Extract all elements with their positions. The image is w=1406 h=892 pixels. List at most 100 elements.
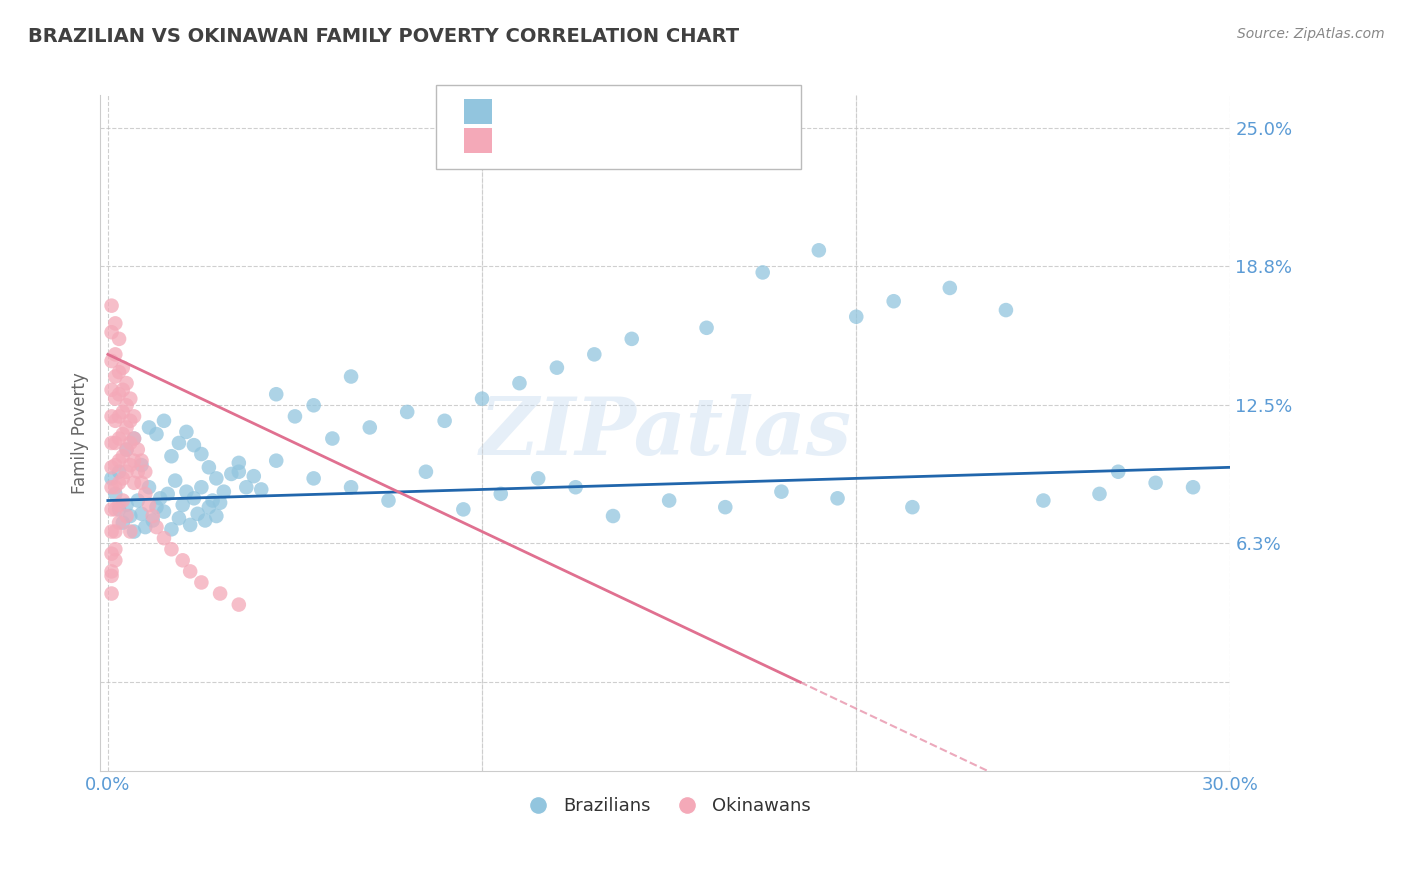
Point	[104, 458, 127, 472]
Point	[104, 436, 127, 450]
Point	[845, 310, 868, 324]
Point	[100, 436, 122, 450]
Point	[131, 453, 153, 467]
Point	[1107, 465, 1129, 479]
Point	[302, 471, 325, 485]
Point	[187, 507, 209, 521]
Point	[122, 524, 145, 539]
Point	[228, 598, 250, 612]
Point	[183, 438, 205, 452]
Point	[138, 480, 160, 494]
Point	[104, 524, 127, 539]
Point	[190, 480, 212, 494]
Text: N =: N =	[602, 103, 654, 120]
Point	[153, 531, 176, 545]
Point	[602, 509, 624, 524]
Point	[145, 520, 167, 534]
Point	[100, 524, 122, 539]
Point	[122, 453, 145, 467]
Point	[194, 513, 217, 527]
Point	[176, 484, 198, 499]
Point	[770, 484, 793, 499]
Point	[321, 432, 343, 446]
Point	[108, 453, 131, 467]
Point	[111, 427, 134, 442]
Point	[122, 475, 145, 490]
Point	[127, 493, 149, 508]
Point	[142, 509, 165, 524]
Y-axis label: Family Poverty: Family Poverty	[72, 372, 89, 494]
Point	[284, 409, 307, 424]
Point	[167, 436, 190, 450]
Point	[415, 465, 437, 479]
Point	[156, 487, 179, 501]
Point	[122, 432, 145, 446]
Point	[100, 471, 122, 485]
Point	[172, 553, 194, 567]
Point	[160, 542, 183, 557]
Point	[340, 369, 363, 384]
Point	[108, 502, 131, 516]
Point	[131, 475, 153, 490]
Point	[108, 516, 131, 530]
Point	[108, 387, 131, 401]
Text: R =: R =	[506, 103, 546, 120]
Point	[209, 496, 232, 510]
Point	[264, 453, 287, 467]
Point	[115, 465, 138, 479]
Point	[111, 360, 134, 375]
Text: 73: 73	[664, 132, 686, 150]
Point	[153, 414, 176, 428]
Point	[827, 491, 849, 506]
Point	[127, 442, 149, 457]
Point	[564, 480, 586, 494]
Point	[901, 500, 924, 515]
Point	[104, 392, 127, 406]
Point	[205, 509, 228, 524]
Point	[100, 547, 122, 561]
Point	[198, 460, 221, 475]
Point	[167, 511, 190, 525]
Point	[883, 294, 905, 309]
Point	[190, 575, 212, 590]
Point	[221, 467, 243, 481]
Point	[546, 360, 568, 375]
Point	[104, 553, 127, 567]
Point	[100, 569, 122, 583]
Point	[153, 505, 176, 519]
Point	[122, 409, 145, 424]
Point	[160, 449, 183, 463]
Point	[131, 507, 153, 521]
Point	[127, 465, 149, 479]
Point	[134, 520, 156, 534]
Point	[108, 332, 131, 346]
Point	[115, 420, 138, 434]
Point	[104, 502, 127, 516]
Point	[508, 376, 530, 391]
Point	[183, 491, 205, 506]
Point	[453, 502, 475, 516]
Text: N =: N =	[616, 132, 668, 150]
Point	[100, 325, 122, 339]
Point	[620, 332, 643, 346]
Text: BRAZILIAN VS OKINAWAN FAMILY POVERTY CORRELATION CHART: BRAZILIAN VS OKINAWAN FAMILY POVERTY COR…	[28, 27, 740, 45]
Point	[120, 458, 142, 472]
Point	[160, 522, 183, 536]
Point	[115, 376, 138, 391]
Point	[471, 392, 494, 406]
Point	[120, 436, 142, 450]
Point	[250, 483, 273, 497]
Point	[115, 442, 138, 457]
Point	[115, 498, 138, 512]
Point	[120, 392, 142, 406]
Point	[104, 487, 127, 501]
Point	[751, 265, 773, 279]
Point	[939, 281, 962, 295]
Point	[134, 465, 156, 479]
Point	[1144, 475, 1167, 490]
Point	[228, 465, 250, 479]
Point	[138, 420, 160, 434]
Point	[209, 586, 232, 600]
Point	[104, 414, 127, 428]
Point	[100, 565, 122, 579]
